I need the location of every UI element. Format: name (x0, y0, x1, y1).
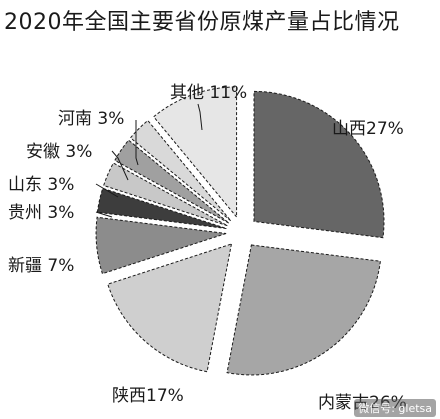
pie-slice-9 (153, 86, 238, 219)
watermark: 微信号: gletsa (354, 399, 436, 417)
pie-slice-3 (107, 243, 233, 373)
pie-slice-1 (253, 90, 385, 239)
slice-label-8: 河南 3% (58, 109, 124, 129)
slice-label-9: 其他 11% (170, 83, 247, 103)
slice-label-4: 新疆 7% (8, 256, 74, 276)
leader-line-7 (111, 150, 129, 181)
pie-slice-2 (226, 244, 381, 376)
pie-slice-4 (95, 216, 227, 275)
slice-label-3: 陕西17% (112, 386, 184, 406)
leader-line-6 (95, 183, 119, 198)
slice-label-6: 山东 3% (8, 175, 74, 195)
slice-label-1: 山西27% (332, 119, 404, 139)
slice-label-7: 安徽 3% (26, 142, 92, 162)
leader-line-9 (197, 103, 203, 131)
pie-slice-8 (129, 119, 232, 222)
pie-slice-6 (103, 162, 228, 227)
slice-label-5: 贵州 3% (8, 203, 74, 223)
leader-line-8 (135, 120, 139, 166)
chart-title: 2020年全国主要省份原煤产量占比情况 (4, 10, 400, 35)
pie-slice-7 (114, 139, 230, 224)
leader-line-5 (95, 211, 113, 218)
